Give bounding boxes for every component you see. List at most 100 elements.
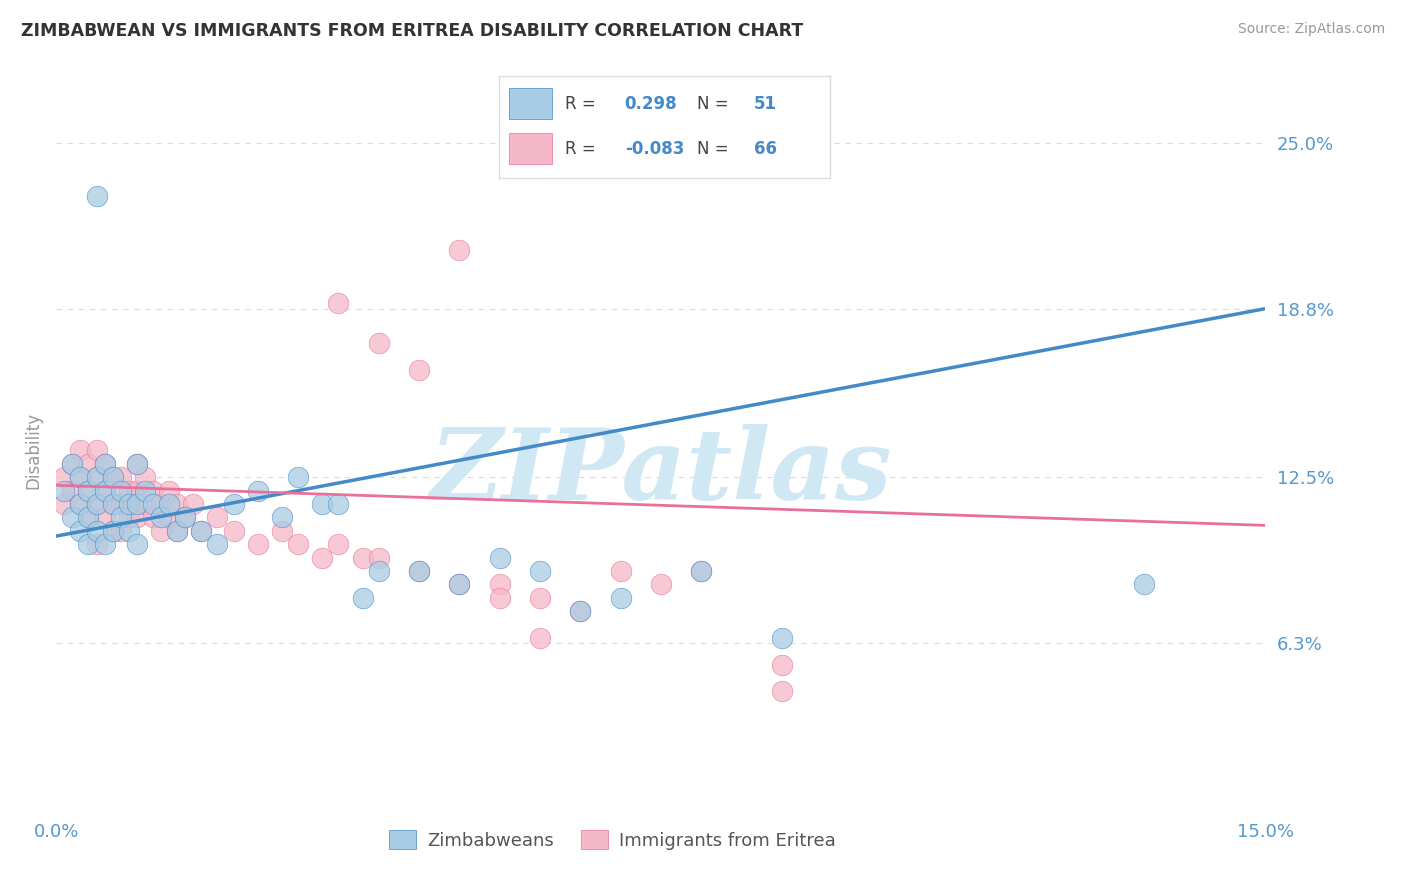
Point — [86, 524, 108, 538]
Point — [86, 189, 108, 203]
Point — [110, 524, 132, 538]
Point — [609, 591, 631, 605]
Point — [222, 524, 245, 538]
Point — [86, 470, 108, 484]
Text: R =: R = — [565, 95, 602, 112]
Point — [770, 657, 793, 672]
Point — [367, 550, 389, 565]
Text: N =: N = — [697, 95, 734, 112]
Point — [174, 510, 197, 524]
Point — [134, 483, 156, 498]
Text: -0.083: -0.083 — [624, 140, 685, 158]
Point — [60, 483, 83, 498]
Point — [142, 483, 165, 498]
Point — [110, 483, 132, 498]
Point — [142, 510, 165, 524]
Point — [53, 470, 76, 484]
Point — [93, 457, 115, 471]
Point — [150, 497, 173, 511]
Point — [770, 684, 793, 698]
Point — [93, 483, 115, 498]
Point — [569, 604, 592, 618]
Text: ZIPatlas: ZIPatlas — [430, 424, 891, 520]
Point — [367, 336, 389, 351]
Point — [77, 457, 100, 471]
Point — [271, 510, 294, 524]
Text: 66: 66 — [754, 140, 776, 158]
Point — [60, 510, 83, 524]
Point — [207, 510, 229, 524]
Point — [77, 483, 100, 498]
Point — [488, 591, 510, 605]
Point — [207, 537, 229, 551]
Point — [181, 497, 204, 511]
Point — [110, 510, 132, 524]
Point — [118, 483, 141, 498]
Point — [77, 510, 100, 524]
Point — [408, 363, 430, 377]
Point — [157, 510, 180, 524]
Point — [190, 524, 212, 538]
Point — [134, 497, 156, 511]
Point — [449, 577, 471, 591]
Point — [449, 577, 471, 591]
Y-axis label: Disability: Disability — [24, 412, 42, 489]
Point — [86, 443, 108, 458]
Point — [101, 524, 124, 538]
Point — [529, 564, 551, 578]
Point — [101, 470, 124, 484]
Point — [529, 591, 551, 605]
Point — [650, 577, 672, 591]
Point — [86, 537, 108, 551]
Point — [690, 564, 713, 578]
Point — [125, 457, 148, 471]
Point — [150, 524, 173, 538]
Point — [93, 483, 115, 498]
Point — [328, 537, 350, 551]
Point — [60, 457, 83, 471]
Point — [190, 524, 212, 538]
Point — [287, 537, 309, 551]
Text: 51: 51 — [754, 95, 776, 112]
Point — [352, 550, 374, 565]
Point — [69, 497, 91, 511]
Point — [367, 564, 389, 578]
Point — [69, 497, 91, 511]
Point — [569, 604, 592, 618]
Point — [352, 591, 374, 605]
Point — [488, 577, 510, 591]
Point — [53, 483, 76, 498]
Point — [287, 470, 309, 484]
Point — [101, 497, 124, 511]
Text: N =: N = — [697, 140, 734, 158]
Point — [101, 470, 124, 484]
Point — [125, 537, 148, 551]
Point — [125, 483, 148, 498]
Point — [86, 470, 108, 484]
Point — [328, 497, 350, 511]
Point — [408, 564, 430, 578]
Point — [166, 524, 188, 538]
Point — [488, 550, 510, 565]
Point — [328, 296, 350, 310]
Point — [125, 510, 148, 524]
Point — [157, 497, 180, 511]
Point — [690, 564, 713, 578]
Point — [101, 497, 124, 511]
Point — [101, 524, 124, 538]
Point — [174, 510, 197, 524]
Point — [311, 550, 333, 565]
Point — [93, 510, 115, 524]
Point — [246, 537, 269, 551]
Text: R =: R = — [565, 140, 602, 158]
Point — [86, 497, 108, 511]
FancyBboxPatch shape — [509, 88, 553, 119]
Point — [110, 497, 132, 511]
Point — [150, 510, 173, 524]
Point — [246, 483, 269, 498]
Point — [157, 483, 180, 498]
Point — [77, 537, 100, 551]
Point — [271, 524, 294, 538]
Point — [770, 631, 793, 645]
Text: Source: ZipAtlas.com: Source: ZipAtlas.com — [1237, 22, 1385, 37]
